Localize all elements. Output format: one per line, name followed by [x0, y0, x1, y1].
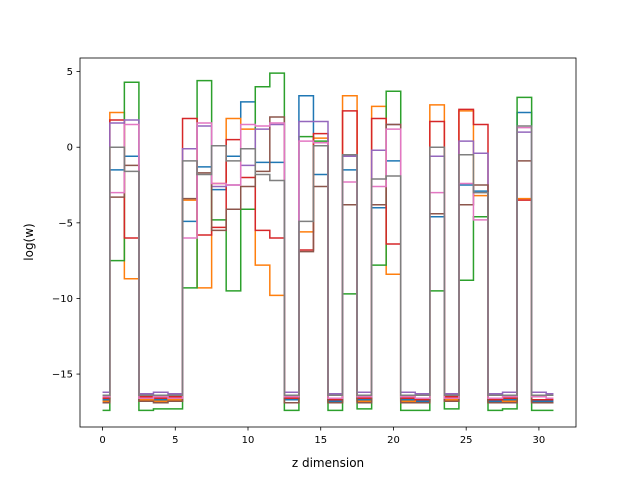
x-tick-label: 30	[533, 435, 546, 446]
x-tick-label: 0	[99, 435, 105, 446]
x-tick-label: 25	[460, 435, 473, 446]
x-tick-label: 20	[387, 435, 400, 446]
series-line-8	[102, 125, 554, 396]
y-tick-label: −10	[52, 294, 73, 305]
plot-frame	[79, 57, 577, 428]
y-tick-label: 5	[67, 67, 73, 78]
x-axis-label: z dimension	[292, 456, 364, 470]
y-tick-label: −15	[52, 370, 73, 381]
y-tick-label: −5	[58, 218, 73, 229]
x-axis-ticks: 0 5 10 15 20 25 30	[99, 427, 545, 446]
y-axis-label: log(w)	[22, 223, 36, 260]
x-tick-label: 10	[242, 435, 255, 446]
x-tick-label: 5	[172, 435, 178, 446]
x-tick-label: 15	[314, 435, 327, 446]
y-tick-label: 0	[67, 143, 73, 154]
y-axis-ticks: −15 −10 −5 0 5	[52, 67, 80, 381]
series-layer	[102, 72, 554, 412]
